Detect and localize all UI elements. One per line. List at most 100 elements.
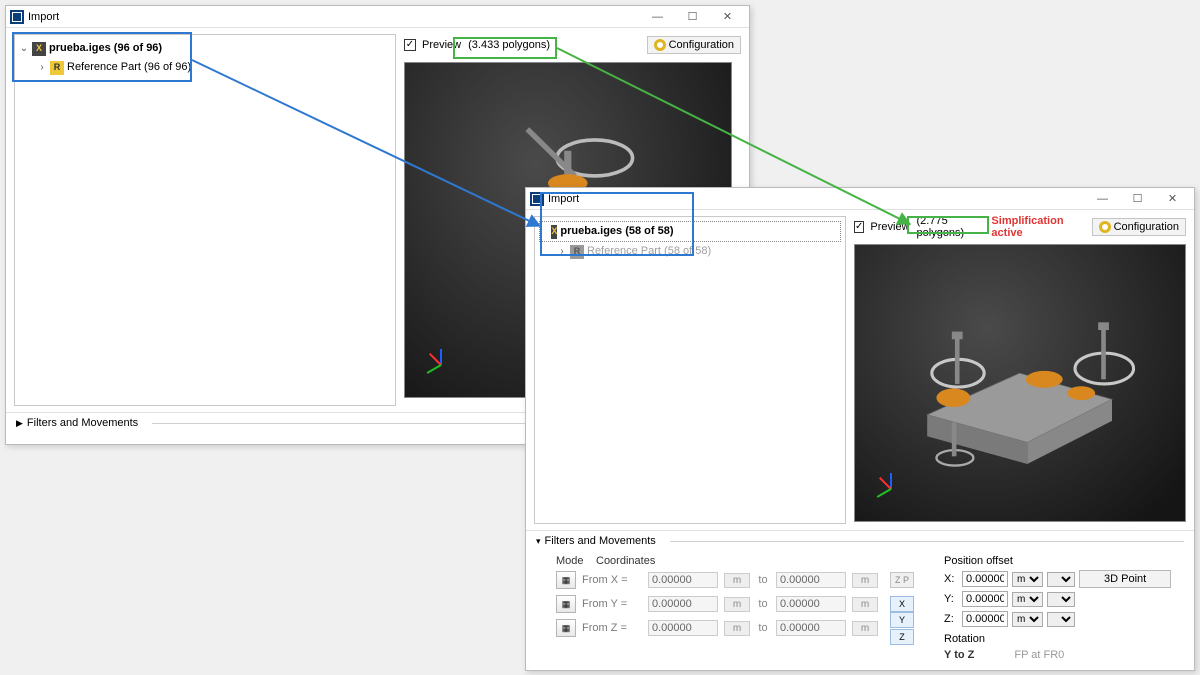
coord-from-input[interactable] [648, 596, 718, 612]
offset-input[interactable] [962, 591, 1008, 607]
offset-row: Z: m [944, 609, 1171, 629]
plane-button[interactable]: Y [890, 612, 914, 628]
filters-label: Filters and Movements [27, 417, 138, 429]
axis-gizmo [873, 471, 909, 507]
tree-pane-1: ⌄ X prueba.iges (96 of 96) › R Reference… [14, 34, 396, 406]
chevron-right-icon[interactable]: › [37, 58, 47, 77]
coordinates-column: Mode Coordinates ▦ From X = m to m Z P ▦… [556, 555, 914, 661]
coords-header: Coordinates [596, 555, 655, 567]
maximize-button[interactable]: ☐ [1120, 188, 1155, 210]
to-label: to [756, 622, 770, 634]
polygon-count-1: (3.433 polygons) [467, 39, 551, 51]
coord-from-label: From Z = [582, 622, 642, 634]
titlebar-2: Import — ☐ ✕ [526, 188, 1194, 210]
tree-root-label: prueba.iges (96 of 96) [49, 39, 162, 58]
to-label: to [756, 598, 770, 610]
tree-root-item[interactable]: ⌄ X prueba.iges (58 of 58) [539, 221, 841, 242]
offset-unit-select[interactable]: m [1012, 572, 1043, 587]
plane-button[interactable]: Z [890, 629, 914, 645]
coord-row: ▦ From Y = m to m X [556, 593, 914, 615]
offset-unit-select[interactable]: m [1012, 592, 1043, 607]
collapse-icon: ▾ [536, 536, 541, 547]
unit-label: m [852, 573, 878, 588]
minimize-button[interactable]: — [1085, 188, 1120, 210]
window-controls-1: — ☐ ✕ [640, 6, 745, 28]
offset-axis-label: Y: [944, 593, 958, 605]
3d-point-button[interactable]: 3D Point [1079, 570, 1171, 588]
file-icon: X [32, 42, 46, 56]
file-icon: X [551, 225, 557, 239]
mode-icon[interactable]: ▦ [556, 619, 576, 637]
filters-body: Mode Coordinates ▦ From X = m to m Z P ▦… [526, 551, 1194, 669]
coord-row: ▦ From Z = m to m YZ [556, 617, 914, 639]
coord-to-input[interactable] [776, 620, 846, 636]
configuration-button[interactable]: Configuration [647, 36, 741, 54]
tree-child-item[interactable]: › R Reference Part (96 of 96) [37, 58, 391, 77]
maximize-button[interactable]: ☐ [675, 6, 710, 28]
close-button[interactable]: ✕ [1155, 188, 1190, 210]
rotation-header: Rotation [944, 633, 1171, 645]
refpart-icon: R [570, 245, 584, 259]
model-preview-2 [881, 284, 1158, 499]
polygon-count-2: (2.775 polygons) [916, 215, 986, 239]
gear-icon [1099, 221, 1111, 233]
offset-input[interactable] [962, 571, 1008, 587]
filters-label: Filters and Movements [545, 535, 656, 547]
coord-from-input[interactable] [648, 572, 718, 588]
plane-button[interactable]: Z P [890, 572, 914, 588]
simplification-active-label: Simplification active [991, 215, 1079, 239]
configuration-button[interactable]: Configuration [1092, 218, 1186, 236]
expand-icon: ▶ [16, 418, 23, 429]
tree-pane-2: ⌄ X prueba.iges (58 of 58) › R Reference… [534, 216, 846, 524]
preview-area-2: Preview (2.775 polygons) Simplification … [854, 216, 1186, 524]
plane-button[interactable]: X [890, 596, 914, 612]
filters-header-2[interactable]: ▾ Filters and Movements [526, 530, 1194, 551]
offset-extra-select[interactable] [1047, 572, 1075, 587]
coord-row: ▦ From X = m to m Z P [556, 569, 914, 591]
unit-label: m [724, 597, 750, 612]
app-icon [530, 192, 544, 206]
offset-axis-label: X: [944, 573, 958, 585]
window-controls-2: — ☐ ✕ [1085, 188, 1190, 210]
tree-child-label: Reference Part (58 of 58) [587, 242, 711, 261]
tree-child-label: Reference Part (96 of 96) [67, 58, 191, 77]
coord-to-input[interactable] [776, 596, 846, 612]
minimize-button[interactable]: — [640, 6, 675, 28]
viewport-2[interactable] [854, 244, 1186, 522]
app-icon [10, 10, 24, 24]
close-button[interactable]: ✕ [710, 6, 745, 28]
fp-label: FP at FR0 [1014, 649, 1064, 661]
offset-header: Position offset [944, 555, 1171, 567]
unit-label: m [852, 621, 878, 636]
unit-label: m [852, 597, 878, 612]
offset-column: Position offset X: m 3D Point Y: m Z: m … [944, 555, 1171, 661]
coord-from-label: From X = [582, 574, 642, 586]
unit-label: m [724, 573, 750, 588]
unit-label: m [724, 621, 750, 636]
coord-from-input[interactable] [648, 620, 718, 636]
offset-row: X: m 3D Point [944, 569, 1171, 589]
tree-root-item[interactable]: ⌄ X prueba.iges (96 of 96) [19, 39, 391, 58]
chevron-right-icon[interactable]: › [557, 242, 567, 261]
chevron-down-icon[interactable]: ⌄ [19, 39, 29, 58]
offset-input[interactable] [962, 611, 1008, 627]
preview-checkbox[interactable] [854, 221, 864, 233]
window-title: Import [548, 193, 579, 205]
import-window-2: Import — ☐ ✕ ⌄ X prueba.iges (58 of 58) … [525, 187, 1195, 671]
offset-axis-label: Z: [944, 613, 958, 625]
coord-from-label: From Y = [582, 598, 642, 610]
offset-extra-select[interactable] [1047, 592, 1075, 607]
axis-gizmo [423, 347, 459, 383]
coord-to-input[interactable] [776, 572, 846, 588]
preview-checkbox[interactable] [404, 39, 416, 51]
mode-icon[interactable]: ▦ [556, 571, 576, 589]
tree-root-label: prueba.iges (58 of 58) [560, 222, 673, 241]
mode-header: Mode [556, 555, 586, 567]
gear-icon [654, 39, 666, 51]
mode-icon[interactable]: ▦ [556, 595, 576, 613]
titlebar-1: Import — ☐ ✕ [6, 6, 749, 28]
offset-unit-select[interactable]: m [1012, 612, 1043, 627]
tree-child-item[interactable]: › R Reference Part (58 of 58) [557, 242, 841, 261]
offset-extra-select[interactable] [1047, 612, 1075, 627]
offset-row: Y: m [944, 589, 1171, 609]
